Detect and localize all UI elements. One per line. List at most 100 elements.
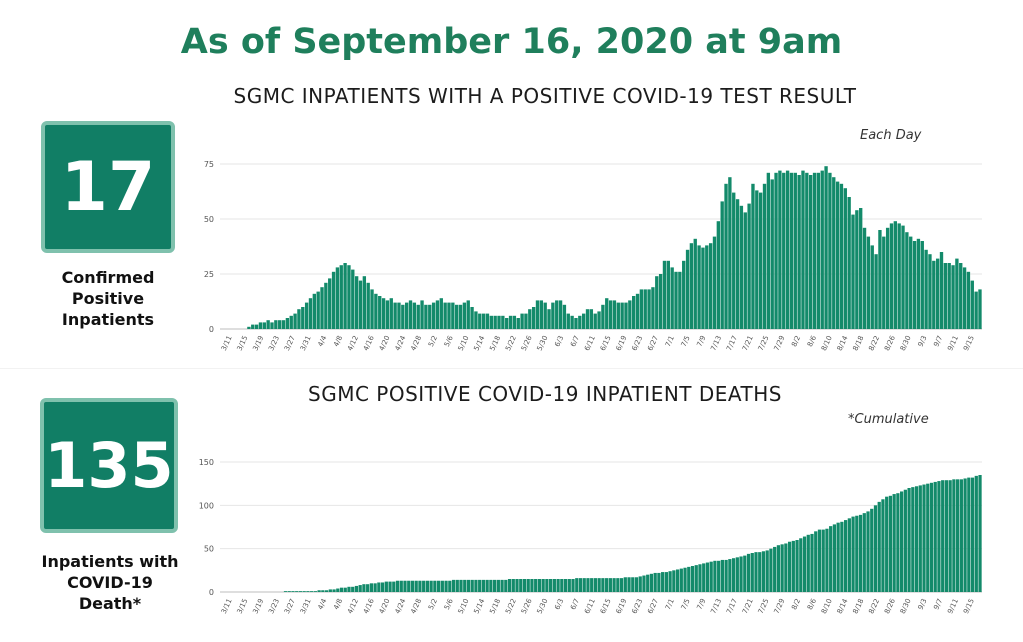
x-tick-label: 9/7 (932, 597, 944, 611)
bar (589, 309, 594, 329)
bar (679, 568, 683, 592)
bar (451, 302, 455, 329)
bar (443, 302, 447, 329)
bar (516, 318, 520, 329)
bar (481, 579, 486, 592)
bar (304, 302, 309, 329)
bar (474, 579, 478, 592)
bar (308, 298, 313, 329)
bar (508, 315, 513, 329)
bar (900, 491, 904, 592)
bar (351, 269, 355, 329)
bar (439, 298, 443, 329)
bar (672, 570, 676, 592)
bar (431, 302, 436, 329)
bar (537, 579, 542, 592)
bar (608, 300, 613, 329)
bar (435, 300, 440, 329)
bar (416, 304, 420, 329)
bar (649, 573, 654, 592)
bar (862, 513, 866, 592)
bar (501, 315, 505, 329)
bar (666, 260, 670, 329)
bar (866, 511, 870, 592)
bar (825, 528, 829, 592)
x-tick-label: 4/8 (332, 597, 344, 611)
bar (324, 282, 328, 329)
bar (662, 260, 667, 329)
bar (697, 245, 701, 329)
bar (701, 247, 705, 329)
x-tick-label: 8/22 (867, 598, 881, 616)
bar (270, 322, 274, 329)
bar (928, 254, 932, 329)
bar (948, 480, 952, 592)
bar (755, 190, 759, 329)
bar (828, 172, 832, 329)
bar (455, 579, 459, 592)
x-tick-label: 7/13 (709, 597, 723, 615)
bar (892, 494, 896, 592)
bar (281, 320, 286, 329)
bar (556, 579, 560, 592)
stat-label-confirmed-positive: Confirmed Positive Inpatients (61, 268, 155, 329)
x-tick-label: 3/23 (267, 597, 281, 615)
x-tick-label: 7/9 (695, 597, 707, 611)
bar (347, 265, 351, 329)
bar (911, 487, 915, 592)
bar (543, 302, 547, 329)
bar (698, 564, 702, 592)
bar (924, 249, 928, 329)
x-tick-label: 6/7 (569, 597, 581, 611)
bar (440, 580, 444, 592)
bar (809, 175, 813, 329)
x-tick-label: 5/18 (488, 598, 502, 616)
bar (959, 263, 963, 329)
bar (354, 585, 359, 592)
bar (447, 302, 451, 329)
bar (366, 282, 370, 329)
bar (762, 183, 767, 329)
bar (401, 304, 405, 329)
bar (720, 201, 724, 329)
bar (731, 558, 736, 592)
bar (743, 212, 747, 329)
bar (370, 289, 374, 329)
bar (655, 276, 659, 329)
bar (724, 183, 728, 329)
bar (358, 585, 362, 592)
bar (797, 175, 801, 329)
bar (519, 579, 523, 592)
chart-title-inpatients: SGMC INPATIENTS WITH A POSITIVE COVID-19… (233, 84, 857, 108)
bar (545, 579, 549, 592)
y-tick-label: 50 (204, 215, 214, 224)
bar (485, 579, 489, 592)
bar (754, 552, 758, 592)
bar (885, 496, 889, 592)
x-tick-label: 8/14 (836, 597, 850, 615)
x-tick-label: 3/19 (251, 597, 265, 615)
bar (668, 571, 672, 592)
x-tick-label: 4/4 (316, 597, 328, 611)
bar (859, 208, 863, 329)
bar (882, 236, 886, 329)
bar (674, 271, 678, 329)
x-tick-label: 8/6 (806, 597, 818, 611)
bar (962, 267, 967, 329)
bar (347, 586, 351, 592)
bar (866, 236, 871, 329)
x-tick-label: 5/2 (427, 597, 439, 611)
x-tick-label: 4/24 (394, 597, 408, 615)
bar (324, 590, 329, 592)
chart-note-each-day: Each Day (860, 128, 922, 143)
x-tick-label: 9/3 (917, 597, 929, 611)
bar (297, 309, 301, 329)
bar (493, 579, 497, 592)
x-tick-label: 4/28 (409, 597, 423, 615)
x-tick-label: 6/19 (615, 597, 629, 615)
bar (321, 590, 325, 592)
bar (562, 304, 567, 329)
bar (410, 580, 415, 592)
bar (689, 243, 694, 329)
